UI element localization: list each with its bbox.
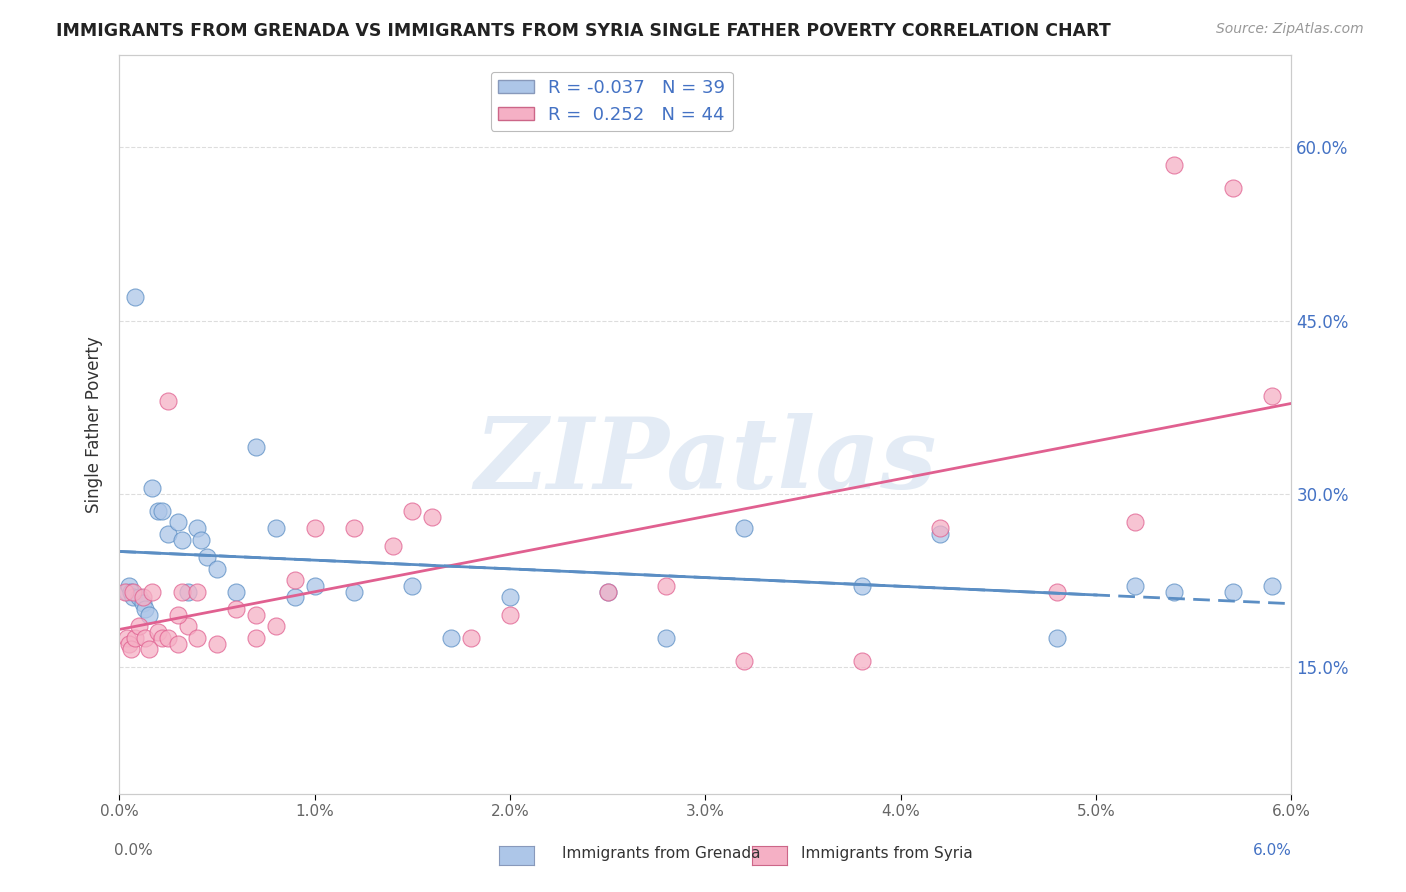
Point — [167, 516, 190, 530]
Point — [134, 602, 156, 616]
Point — [655, 631, 678, 645]
Point — [115, 631, 138, 645]
Point — [124, 631, 146, 645]
Text: 6.0%: 6.0% — [1253, 843, 1292, 857]
Point — [1123, 516, 1146, 530]
Point — [150, 504, 173, 518]
Text: Immigrants from Syria: Immigrants from Syria — [801, 847, 973, 861]
Point — [186, 521, 208, 535]
Point — [264, 521, 287, 535]
Text: 0.0%: 0.0% — [114, 843, 153, 857]
Point — [343, 521, 366, 535]
Point — [1046, 584, 1069, 599]
Point — [596, 584, 619, 599]
Point — [190, 533, 212, 547]
Point — [1222, 181, 1244, 195]
Point — [138, 642, 160, 657]
Point — [134, 631, 156, 645]
Point — [141, 584, 163, 599]
Point — [148, 625, 170, 640]
Point — [1222, 584, 1244, 599]
Text: ZIPatlas: ZIPatlas — [474, 413, 936, 509]
Point — [115, 584, 138, 599]
Text: IMMIGRANTS FROM GRENADA VS IMMIGRANTS FROM SYRIA SINGLE FATHER POVERTY CORRELATI: IMMIGRANTS FROM GRENADA VS IMMIGRANTS FR… — [56, 22, 1111, 40]
Point — [304, 521, 326, 535]
Point — [138, 607, 160, 622]
Point — [499, 607, 522, 622]
Point — [157, 527, 180, 541]
Point — [733, 654, 755, 668]
Point — [195, 550, 218, 565]
Legend: R = -0.037   N = 39, R =  0.252   N = 44: R = -0.037 N = 39, R = 0.252 N = 44 — [491, 71, 733, 131]
Point — [122, 591, 145, 605]
Point — [225, 602, 247, 616]
Point — [420, 509, 443, 524]
Point — [401, 579, 423, 593]
Point — [245, 607, 267, 622]
Point — [124, 290, 146, 304]
Point — [150, 631, 173, 645]
Point — [245, 441, 267, 455]
Point — [225, 584, 247, 599]
Point — [1163, 158, 1185, 172]
Point — [381, 539, 404, 553]
Y-axis label: Single Father Poverty: Single Father Poverty — [86, 336, 103, 513]
Point — [1261, 388, 1284, 402]
Point — [176, 584, 198, 599]
Point — [114, 584, 136, 599]
Point — [120, 584, 142, 599]
Text: Immigrants from Grenada: Immigrants from Grenada — [562, 847, 761, 861]
Point — [186, 631, 208, 645]
Point — [245, 631, 267, 645]
Point — [440, 631, 463, 645]
Point — [401, 504, 423, 518]
Point — [170, 584, 193, 599]
Point — [460, 631, 482, 645]
Point — [851, 654, 873, 668]
Point — [1123, 579, 1146, 593]
Point — [132, 596, 155, 610]
Point — [1261, 579, 1284, 593]
Point — [304, 579, 326, 593]
Point — [851, 579, 873, 593]
Point — [596, 584, 619, 599]
Point — [118, 579, 141, 593]
Point — [1163, 584, 1185, 599]
Point — [928, 521, 950, 535]
Point — [499, 591, 522, 605]
Point — [167, 607, 190, 622]
Point — [170, 533, 193, 547]
Point — [284, 591, 307, 605]
Point — [157, 394, 180, 409]
Point — [186, 584, 208, 599]
Point — [284, 573, 307, 587]
Point — [148, 504, 170, 518]
Point — [120, 642, 142, 657]
Point — [122, 584, 145, 599]
Point — [167, 637, 190, 651]
Text: Source: ZipAtlas.com: Source: ZipAtlas.com — [1216, 22, 1364, 37]
Point — [132, 591, 155, 605]
Point — [928, 527, 950, 541]
Point — [141, 481, 163, 495]
Point — [205, 637, 228, 651]
Point — [343, 584, 366, 599]
Point — [157, 631, 180, 645]
Point — [733, 521, 755, 535]
Point — [176, 619, 198, 633]
Point — [128, 591, 150, 605]
Point — [128, 619, 150, 633]
Point — [118, 637, 141, 651]
Point — [205, 561, 228, 575]
Point — [655, 579, 678, 593]
Point — [264, 619, 287, 633]
Point — [1046, 631, 1069, 645]
